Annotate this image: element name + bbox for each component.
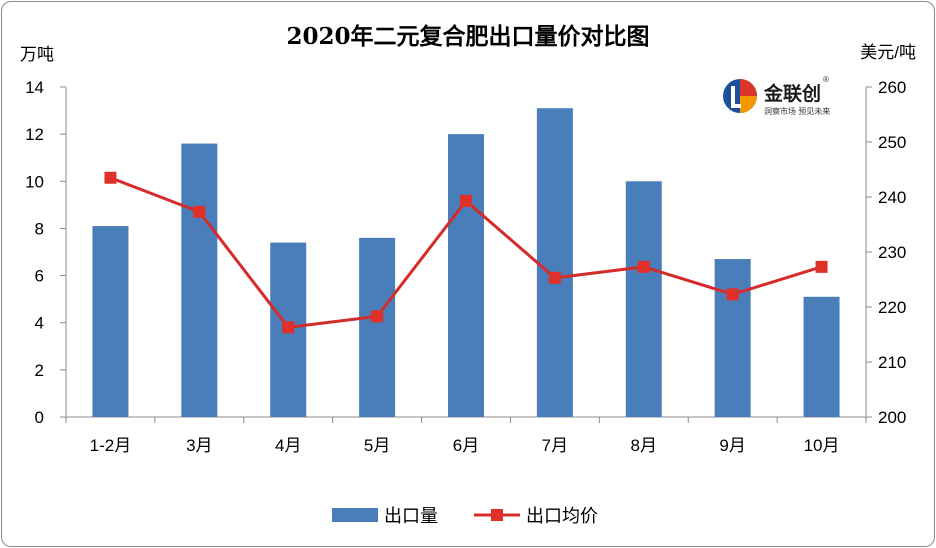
x-tick-label: 8月 bbox=[631, 436, 657, 455]
plot-area: 0 2 4 6 8 10 12 14 200 210 220 230 240 250 260 1-2月 3月 4月… bbox=[25, 78, 906, 455]
point-export-price bbox=[282, 321, 295, 334]
right-tick-label: 240 bbox=[878, 188, 906, 207]
left-tick-label: 6 bbox=[35, 267, 44, 286]
legend-swatch-marker bbox=[491, 509, 503, 521]
right-tick-label: 260 bbox=[878, 78, 906, 97]
bar-export-volume bbox=[448, 134, 484, 417]
legend-label-price: 出口均价 bbox=[526, 506, 598, 526]
chart-title: 2020年二元复合肥出口量价对比图 bbox=[286, 23, 649, 50]
left-tick-label: 2 bbox=[35, 361, 44, 380]
legend-swatch-bar bbox=[332, 508, 378, 522]
point-export-price bbox=[548, 271, 561, 284]
point-export-price bbox=[371, 310, 384, 323]
company-logo: 金联创 ® 洞察市场 预见未来 bbox=[723, 75, 830, 116]
bar-export-volume bbox=[714, 259, 751, 417]
bar-export-volume bbox=[625, 181, 662, 417]
left-tick-label: 12 bbox=[25, 125, 44, 144]
right-tick-label: 210 bbox=[878, 353, 906, 372]
logo-registered-mark: ® bbox=[823, 75, 829, 84]
bar-export-volume bbox=[359, 237, 396, 417]
point-export-price bbox=[104, 171, 117, 184]
left-tick-label: 10 bbox=[25, 172, 44, 191]
x-tick-label: 6月 bbox=[453, 436, 479, 455]
left-tick-label: 14 bbox=[25, 78, 44, 97]
point-export-price bbox=[637, 260, 650, 273]
legend-label-volume: 出口量 bbox=[384, 506, 438, 526]
left-tick-label: 8 bbox=[35, 219, 44, 238]
x-tick-label: 10月 bbox=[804, 436, 840, 455]
x-tick-label: 5月 bbox=[364, 436, 390, 455]
left-axis-unit: 万吨 bbox=[20, 45, 54, 64]
x-tick-label: 3月 bbox=[186, 436, 212, 455]
bar-export-volume bbox=[181, 143, 218, 418]
right-tick-label: 250 bbox=[878, 133, 906, 152]
bar-export-volume bbox=[92, 226, 129, 417]
logo-icon bbox=[723, 79, 757, 113]
x-tick-label: 4月 bbox=[275, 436, 301, 455]
right-tick-label: 220 bbox=[878, 298, 906, 317]
bar-export-volume bbox=[803, 296, 840, 417]
right-tick-label: 200 bbox=[878, 408, 906, 427]
point-export-price bbox=[193, 205, 206, 218]
x-tick-label: 1-2月 bbox=[90, 436, 132, 455]
left-tick-label: 4 bbox=[35, 314, 44, 333]
x-tick-label: 7月 bbox=[542, 436, 568, 455]
point-export-price bbox=[815, 260, 828, 273]
logo-tagline: 洞察市场 预见未来 bbox=[764, 106, 830, 116]
bar-export-volume bbox=[536, 108, 573, 417]
logo-name: 金联创 bbox=[763, 82, 821, 105]
point-export-price bbox=[726, 288, 739, 301]
left-tick-label: 0 bbox=[35, 408, 44, 427]
right-tick-label: 230 bbox=[878, 243, 906, 262]
legend: 出口量 出口均价 bbox=[332, 506, 598, 526]
x-tick-label: 9月 bbox=[719, 436, 745, 455]
point-export-price bbox=[460, 194, 472, 207]
right-axis-unit: 美元/吨 bbox=[860, 43, 916, 62]
